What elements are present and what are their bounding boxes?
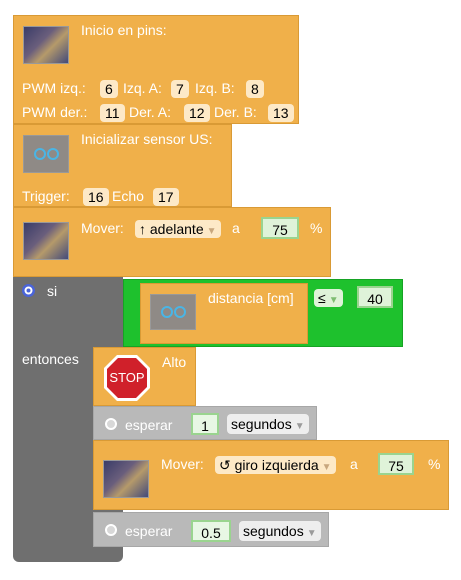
time-unit-value: segundos <box>243 523 304 539</box>
init-pins-block[interactable]: Inicio en pins: PWM izq.: 6 Izq. A: 7 Iz… <box>13 15 299 124</box>
left-a-label: Izq. A: <box>123 80 162 96</box>
left-b-field[interactable]: 8 <box>246 80 264 98</box>
time-unit-dropdown[interactable]: segundos ▼ <box>227 414 309 434</box>
init-sensor-title: Inicializar sensor US: <box>81 131 213 147</box>
distance-label: distancia [cm] <box>208 290 294 306</box>
direction-value: ↑ adelante <box>139 221 204 237</box>
chevron-down-icon: ▼ <box>206 226 217 237</box>
trigger-label: Trigger: <box>22 188 70 204</box>
right-a-field[interactable]: 12 <box>184 104 210 122</box>
percent-label: % <box>310 220 323 236</box>
echo-field[interactable]: 17 <box>153 188 179 206</box>
a-label: a <box>350 456 358 472</box>
clock-icon <box>105 418 117 430</box>
robot-image <box>23 26 69 64</box>
right-b-field[interactable]: 13 <box>268 104 294 122</box>
sensor-eyes-icon <box>34 148 59 160</box>
pwm-right-label: PWM der.: <box>22 104 88 120</box>
time-unit-value: segundos <box>231 416 292 432</box>
ultrasonic-sensor-image <box>23 135 69 173</box>
init-pins-title: Inicio en pins: <box>81 22 167 38</box>
then-label: entonces <box>22 351 79 367</box>
distance-threshold-input[interactable]: 40 <box>357 286 393 308</box>
pwm-left-label: PWM izq.: <box>22 80 86 96</box>
stop-block[interactable]: STOP Alto <box>93 347 196 406</box>
operator-value: ≤ <box>318 290 326 306</box>
right-a-label: Der. A: <box>129 104 172 120</box>
stop-sign-text: STOP <box>109 370 145 385</box>
chevron-down-icon: ▼ <box>328 295 339 306</box>
wait-block-2[interactable]: esperar 0.5 segundos ▼ <box>93 512 329 547</box>
wait-block-1[interactable]: esperar 1 segundos ▼ <box>93 406 317 440</box>
chevron-down-icon: ▼ <box>306 528 317 539</box>
robot-image <box>23 222 69 260</box>
direction-dropdown[interactable]: ↑ adelante ▼ <box>135 220 221 238</box>
percent-label: % <box>428 456 441 472</box>
chevron-down-icon: ▼ <box>294 421 305 432</box>
direction-value: ↺ giro izquierda <box>219 457 319 473</box>
move-turn-left-block[interactable]: Mover: ↺ giro izquierda ▼ a 75 % <box>93 440 449 510</box>
move-label: Mover: <box>161 456 204 472</box>
move-label: Mover: <box>81 220 124 236</box>
operator-dropdown[interactable]: ≤ ▼ <box>314 289 343 307</box>
pwm-left-field[interactable]: 6 <box>100 80 118 98</box>
robot-image <box>103 460 149 498</box>
sensor-eyes-icon <box>161 306 186 318</box>
a-label: a <box>232 220 240 236</box>
wait-label: esperar <box>125 417 173 433</box>
move-forward-block[interactable]: Mover: ↑ adelante ▼ a 75 % <box>13 207 331 277</box>
stop-label: Alto <box>162 354 187 370</box>
chevron-down-icon: ▼ <box>321 462 332 473</box>
right-b-label: Der. B: <box>214 104 257 120</box>
init-sensor-block[interactable]: Inicializar sensor US: Trigger: 16 Echo … <box>13 124 232 207</box>
distance-sensor-block[interactable]: distancia [cm] <box>140 283 308 344</box>
ultrasonic-sensor-image <box>150 294 196 330</box>
wait-seconds-input[interactable]: 1 <box>191 413 219 435</box>
if-label: si <box>47 283 58 299</box>
speed-input[interactable]: 75 <box>261 217 299 239</box>
clock-icon <box>105 524 117 536</box>
direction-dropdown[interactable]: ↺ giro izquierda ▼ <box>215 456 336 474</box>
stop-sign-icon <box>104 355 150 401</box>
time-unit-dropdown[interactable]: segundos ▼ <box>239 521 321 541</box>
trigger-field[interactable]: 16 <box>83 188 109 206</box>
echo-label: Echo <box>112 188 144 204</box>
left-a-field[interactable]: 7 <box>171 80 189 98</box>
wait-seconds-input[interactable]: 0.5 <box>191 520 231 542</box>
left-b-label: Izq. B: <box>195 80 235 96</box>
speed-input[interactable]: 75 <box>378 453 414 475</box>
gear-icon[interactable] <box>21 283 36 298</box>
wait-label: esperar <box>125 523 173 539</box>
pwm-right-field[interactable]: 11 <box>100 104 125 122</box>
